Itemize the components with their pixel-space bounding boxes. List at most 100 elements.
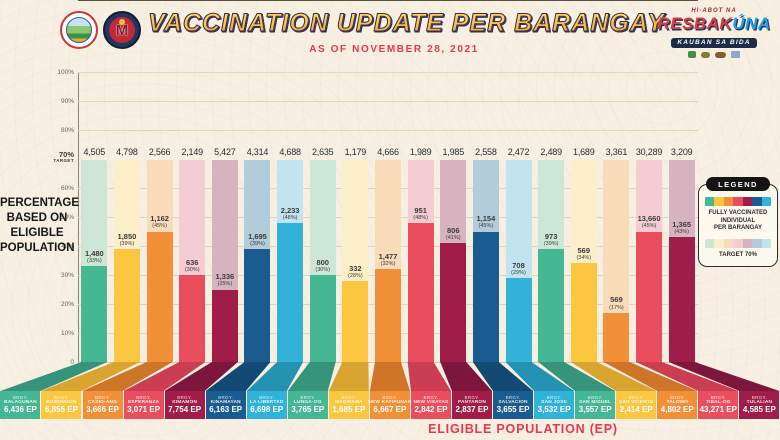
legend-target-label: TARGET 70% <box>719 251 757 258</box>
barangay-box-talomo: BRGY. TALOMO 4,802 EP <box>657 391 698 419</box>
ribbon <box>328 362 369 391</box>
target-count: 2,489 <box>540 147 562 157</box>
gridline-90 <box>78 101 698 102</box>
legend-swatch <box>761 238 771 248</box>
target-count: 1,179 <box>344 147 367 157</box>
ribbon <box>538 362 616 391</box>
bar-magwawa <box>342 280 369 362</box>
partner-logo-icon <box>688 51 696 58</box>
partner-logo-icon <box>715 51 726 58</box>
ribbon <box>369 362 410 391</box>
bar-value-label: 1,365 (43%) <box>672 220 692 236</box>
bar-new katipunan <box>375 269 401 362</box>
page-title: VACCINATION UPDATE PER BARANGAY <box>148 9 665 38</box>
partner-logos <box>652 51 776 58</box>
target-count: 4,505 <box>83 147 106 157</box>
target-count: 1,989 <box>409 147 432 157</box>
target-count: 2,635 <box>311 147 334 157</box>
bar-value-label: 1,480 (33%) <box>84 249 104 265</box>
bar-tibal-og <box>636 231 663 362</box>
y-tick-50: 50% <box>60 213 74 221</box>
barangay-box-casig-ang: BRGY. CASIG-ANG 3,666 EP <box>82 391 123 419</box>
target-count: 1,985 <box>442 147 465 157</box>
y-tick-40: 40% <box>60 242 74 250</box>
bar-value-label: 806 (41%) <box>445 225 461 242</box>
legend-solid-swatches <box>705 197 771 206</box>
legend-swatch <box>752 238 762 248</box>
legend-swatch <box>742 238 753 248</box>
bar-value-label: 332 (28%) <box>348 263 363 279</box>
bar-tulalian <box>668 237 695 362</box>
ribbon <box>0 362 108 391</box>
bar-san jose <box>505 277 532 362</box>
health-office-emblem: M <box>109 17 135 43</box>
target-count: 4,688 <box>279 147 301 157</box>
bar-value-label: 951 (48%) <box>413 205 428 221</box>
barangay-box-lunga-og: BRGY. LUNGA-OG 3,765 EP <box>287 391 328 419</box>
barangay-box-san vicente: BRGY. SAN VICENTE 2,414 EP <box>616 391 657 419</box>
target-70-axis-label: 70% TARGET <box>53 150 74 163</box>
legend-swatch <box>761 197 771 206</box>
ribbon <box>164 362 238 391</box>
target-count: 2,558 <box>475 147 497 157</box>
bar-san miguel <box>538 248 565 362</box>
barangay-label-row: BRGY. BALAGUNAN 6,436 EP BRGY. BOBONGON 6,855… <box>0 391 780 419</box>
y-tick-30: 30% <box>60 271 74 279</box>
bar-value-label: 973 (39%) <box>543 231 559 247</box>
bar-value-label: 800 (30%) <box>315 257 331 273</box>
y-tick-20: 20% <box>60 300 74 308</box>
bar-value-label: 1,336 (25%) <box>215 272 235 288</box>
bar-new visayas <box>407 222 434 362</box>
ribbon <box>505 362 575 391</box>
bar-value-label: 708 (29%) <box>511 260 526 276</box>
bar-kinamayan <box>244 248 271 362</box>
ribbon <box>205 362 271 391</box>
bar-kimamon <box>211 289 238 362</box>
ribbon <box>472 362 534 391</box>
barangay-box-tibal-og: BRGY. TIBAL-OG 43,271 EP <box>698 391 739 419</box>
gridline-80 <box>78 130 698 131</box>
barangay-box-balagunan: BRGY. BALAGUNAN 6,436 EP <box>0 391 41 419</box>
partner-logo-icon <box>701 51 710 58</box>
legend-swatch <box>723 197 734 206</box>
legend-swatch <box>723 238 734 248</box>
bar-value-label: 1,695 (39%) <box>248 231 267 247</box>
legend: LEGEND FULLY VACCINATED INDIVIDUAL PER B… <box>698 177 778 267</box>
target-count: 1,689 <box>573 147 595 157</box>
bar-value-label: 1,154 (45%) <box>476 214 496 230</box>
legend-swatch <box>714 197 724 206</box>
barangay-box-tulalian: BRGY. TULALIAN 4,585 EP <box>739 391 780 419</box>
y-tick-100: 100% <box>57 68 74 76</box>
ribbon <box>668 362 780 391</box>
legend-swatch <box>742 197 753 206</box>
ribbon <box>407 362 451 391</box>
bar-casig-ang <box>146 231 173 362</box>
barangay-box-bobongon: BRGY. BOBONGON 6,855 EP <box>41 391 82 419</box>
y-axis-title: PERCENTAGE BASED ON ELIGIBLE POPULATION <box>0 197 80 254</box>
target-count: 2,149 <box>181 147 203 157</box>
legend-swatch <box>705 197 715 206</box>
target-count: 3,361 <box>605 147 628 157</box>
barangay-box-new katipunan: BRGY. NEW KATIPUNAN 6,667 EP <box>368 391 411 419</box>
legend-swatch <box>733 238 743 248</box>
y-tick-60: 60% <box>60 184 74 192</box>
legend-swatch <box>752 197 762 206</box>
bar-value-label: 13,660 (45%) <box>637 214 661 230</box>
legend-swatch <box>705 238 715 248</box>
y-tick-10: 10% <box>60 329 74 337</box>
gridline-100 <box>78 72 698 73</box>
bar-talomo <box>603 312 630 362</box>
ribbon <box>636 362 739 391</box>
ribbon <box>287 362 336 391</box>
ribbon <box>82 362 173 391</box>
legend-swatch <box>714 238 724 248</box>
bar-lunga-og <box>309 275 336 362</box>
municipal-seal-emblem <box>66 17 92 43</box>
bar-la libertad <box>277 222 304 362</box>
barangay-box-magwawa: BRGY. MAGWAWA 1,685 EP <box>328 391 369 419</box>
bar-value-label: 636 (30%) <box>184 257 200 273</box>
bar-salvacion <box>472 231 499 362</box>
legend-header: LEGEND <box>706 177 770 191</box>
target-count: 2,472 <box>507 147 530 157</box>
